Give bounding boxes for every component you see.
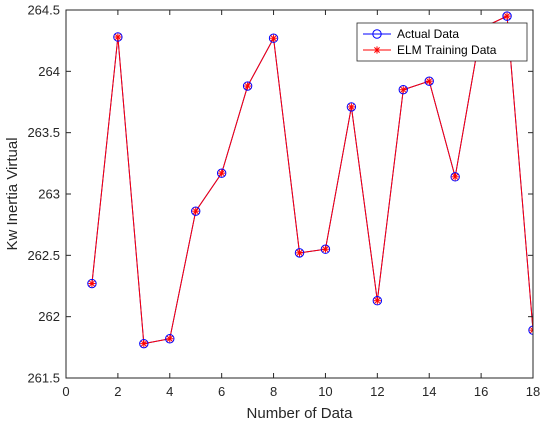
legend-marker (373, 46, 381, 54)
x-axis-label: Number of Data (247, 405, 354, 422)
legend-label: Actual Data (397, 27, 459, 41)
series-1-point (503, 12, 511, 20)
series-0-point (346, 102, 357, 112)
legend-label: ELM Training Data (397, 43, 497, 57)
series-0-point (320, 244, 331, 254)
series-0-point (450, 172, 460, 182)
series-0-point (294, 248, 305, 258)
legend-marker (372, 29, 382, 39)
y-tick-label: 262.5 (27, 248, 60, 263)
x-tick-label: 16 (474, 384, 488, 399)
series-0-point (216, 168, 227, 178)
series-1-point (192, 207, 200, 215)
series-0-point (502, 11, 512, 21)
legend: Actual Data ELM Training Data (356, 22, 528, 62)
y-axis-label: Kw Inertia Virtual (4, 137, 21, 250)
x-axis: 0 2 4 6 8 10 12 14 16 18 (62, 10, 540, 399)
series-0-point (87, 278, 97, 289)
y-tick-label: 263 (38, 187, 60, 202)
y-tick-label: 261.5 (27, 371, 60, 386)
series-1-point (88, 279, 96, 288)
series-1-point (166, 335, 174, 343)
series-1-point (373, 297, 381, 305)
series-0-point (424, 76, 434, 86)
series-0-point (242, 81, 253, 91)
x-tick-label: 4 (166, 384, 173, 399)
series-1-point (140, 340, 148, 348)
series-1-point (529, 326, 533, 334)
x-tick-label: 18 (526, 384, 540, 399)
x-tick-label: 12 (370, 384, 384, 399)
series-1-point (295, 249, 304, 257)
x-tick-label: 8 (270, 384, 277, 399)
x-tick-label: 0 (62, 384, 69, 399)
series-0-point (139, 338, 149, 349)
series-1-point (451, 173, 459, 181)
y-tick-label: 264.5 (27, 3, 60, 18)
plot-area (66, 10, 533, 378)
series-1-point (399, 86, 407, 94)
series-0-point (398, 85, 408, 95)
x-tick-label: 2 (114, 384, 121, 399)
x-tick-label: 6 (218, 384, 225, 399)
legend-entry: ELM Training Data (363, 43, 497, 57)
x-tick-label: 10 (318, 384, 332, 399)
series-1-point (321, 245, 330, 253)
series-1-point (244, 82, 252, 90)
legend-entry: Actual Data (363, 27, 459, 41)
legend-box (356, 22, 528, 62)
series-0-point (165, 334, 175, 344)
series-0-point (191, 206, 201, 216)
series-1-point (269, 34, 278, 42)
series-1-point (114, 33, 122, 41)
y-tick-label: 264 (38, 64, 60, 79)
series-0-point (268, 33, 279, 43)
series-0-point (372, 296, 383, 306)
series-1-point (347, 103, 355, 111)
x-tick-label: 14 (422, 384, 436, 399)
series-0-point (113, 32, 123, 42)
y-tick-label: 263.5 (27, 125, 60, 140)
y-tick-label: 262 (38, 309, 60, 324)
series-1-point (218, 169, 226, 177)
series-1-point (425, 77, 433, 85)
y-axis: 261.5 262 262.5 263 263.5 264 264.5 (27, 3, 533, 386)
